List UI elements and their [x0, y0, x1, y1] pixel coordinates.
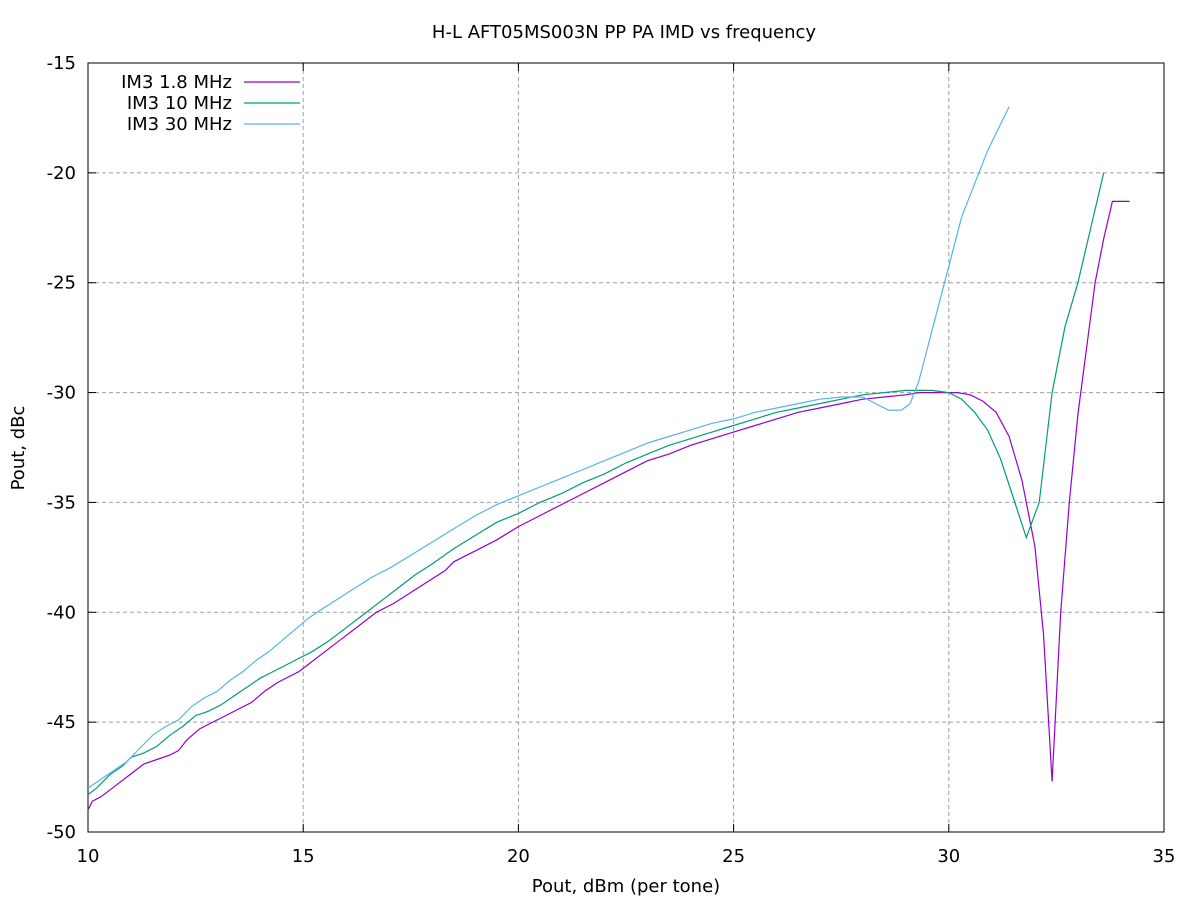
- y-tick-label: -35: [47, 492, 76, 513]
- x-tick-label: 20: [507, 846, 530, 867]
- plot-frame: [87, 62, 1165, 833]
- axis-ticks: 10 15 20 25 30 35 -50 -45 -40 -35 -30 -25 -20 -15: [47, 53, 1176, 867]
- y-tick-label: -20: [47, 163, 76, 184]
- y-tick-label: -40: [47, 602, 76, 623]
- series-line-3: [87, 106, 1010, 789]
- legend-label: IM3 10 MHz: [127, 93, 232, 114]
- series-line-1: [87, 200, 1130, 811]
- grid: [88, 63, 1164, 832]
- y-tick-label: -25: [47, 273, 76, 294]
- legend-label: IM3 1.8 MHz: [121, 72, 232, 93]
- y-tick-label: -45: [47, 712, 76, 733]
- x-tick-label: 35: [1153, 846, 1176, 867]
- y-tick-label: -15: [47, 53, 76, 74]
- x-tick-label: 30: [937, 846, 960, 867]
- x-tick-label: 10: [77, 846, 100, 867]
- chart-title: H-L AFT05MS003N PP PA IMD vs frequency: [432, 22, 817, 43]
- legend-label: IM3 30 MHz: [127, 114, 232, 135]
- x-axis-label: Pout, dBm (per tone): [532, 876, 720, 897]
- x-tick-label: 15: [292, 846, 315, 867]
- y-axis-label: Pout, dBc: [8, 406, 29, 491]
- y-tick-label: -30: [47, 383, 76, 404]
- series-line-2: [87, 172, 1105, 796]
- y-tick-label: -50: [47, 822, 76, 843]
- series-group: [87, 106, 1130, 811]
- x-tick-label: 25: [722, 846, 745, 867]
